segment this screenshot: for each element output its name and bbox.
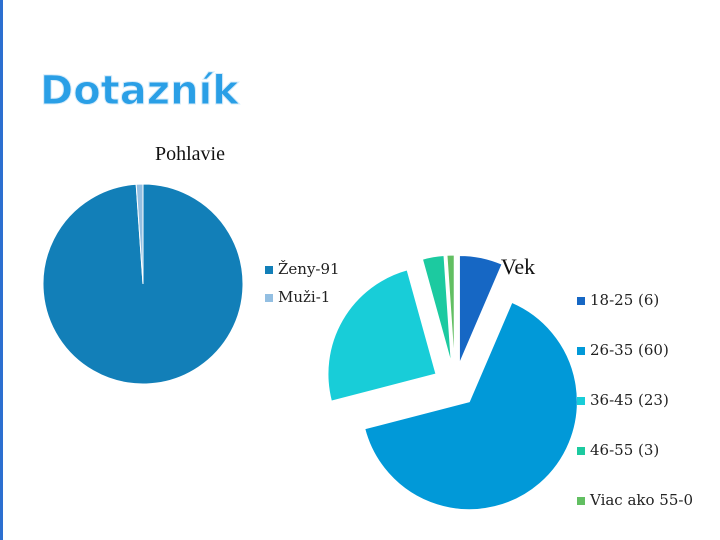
chart-title: Vek (501, 254, 535, 279)
left-border (0, 0, 3, 540)
chart-title: Pohlavie (155, 143, 225, 165)
pie-slice (458, 254, 503, 364)
legend-label: 26-35 (60) (590, 341, 669, 359)
slide-title: Dotazník (40, 68, 240, 114)
legend-label: 46-55 (3) (590, 441, 659, 459)
legend-label: 18-25 (6) (590, 291, 659, 309)
pie-slice (421, 255, 452, 364)
pie-slice (135, 183, 144, 285)
legend-swatch (577, 397, 585, 405)
pie-slice (364, 301, 578, 511)
pie-slice (446, 254, 455, 364)
legend-label: Muži-1 (278, 288, 330, 306)
legend-label: Ženy-91 (278, 260, 340, 278)
legend-label: 36-45 (23) (590, 391, 669, 409)
legend-swatch (265, 294, 273, 302)
legend-swatch (265, 266, 273, 274)
legend-swatch (577, 297, 585, 305)
pie-slice (327, 269, 437, 402)
legend-swatch (577, 347, 585, 355)
legend-swatch (577, 447, 585, 455)
legend-swatch (577, 497, 585, 505)
legend-label: Viac ako 55-0 (589, 491, 693, 509)
